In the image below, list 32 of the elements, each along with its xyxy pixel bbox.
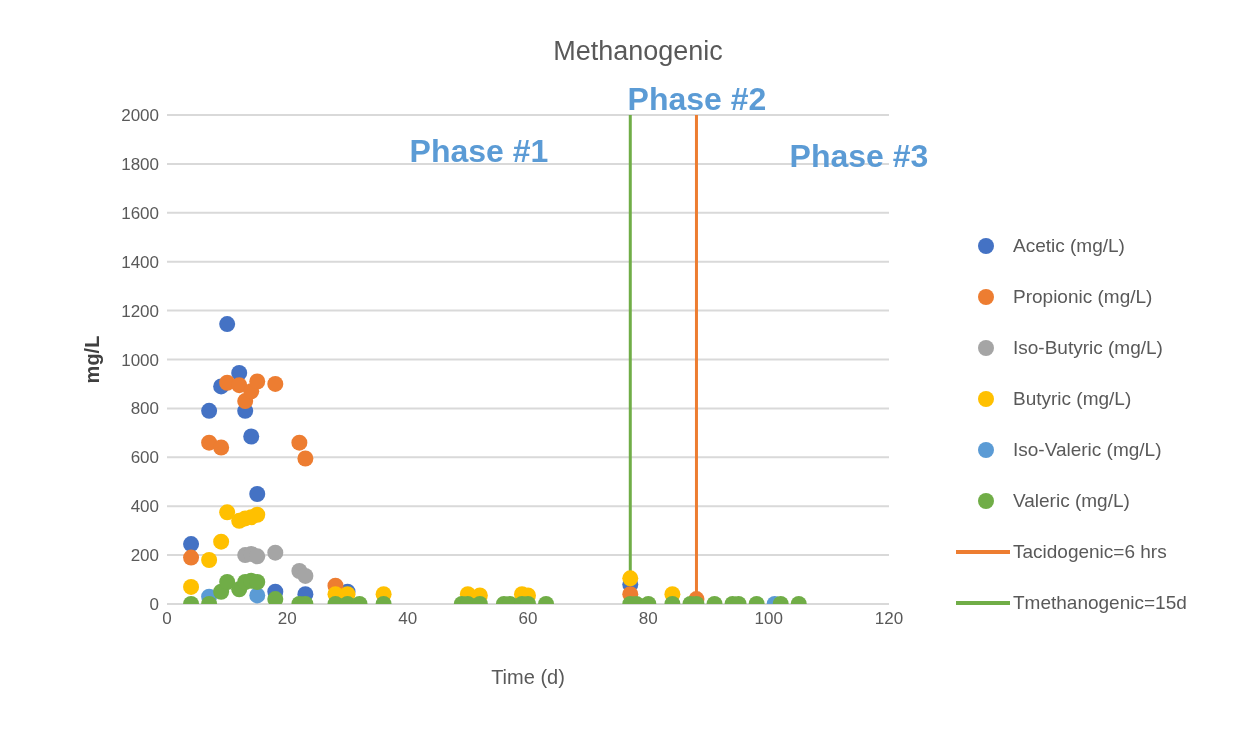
x-tick-label: 20 [277,609,297,629]
legend-label: Iso-Butyric (mg/L) [1013,336,1163,359]
legend-label: Tmethanogenic=15d [1013,591,1187,614]
y-tick-label: 1000 [121,350,159,370]
y-tick-label: 2000 [121,106,159,126]
y-tick-label: 400 [130,497,159,517]
y-tick-label: 200 [130,546,159,566]
legend-label: Valeric (mg/L) [1013,489,1130,512]
y-tick-label: 1800 [121,154,159,174]
x-tick-label: 60 [518,609,538,629]
legend-label: Iso-Valeric (mg/L) [1013,438,1162,461]
y-tick-label: 600 [130,448,159,468]
legend-label: Acetic (mg/L) [1013,234,1125,257]
annotation: Phase #1 [408,133,550,170]
x-tick-label: 120 [874,609,904,629]
chart-title: Methanogenic [552,36,724,67]
y-tick-label: 800 [130,399,159,419]
legend-label: Propionic (mg/L) [1013,285,1153,308]
y-tick-label: 0 [149,595,159,615]
y-tick-label: 1200 [121,301,159,321]
legend-label: Butyric (mg/L) [1013,387,1132,410]
y-tick-label: 1600 [121,203,159,223]
x-axis-title: Time (d) [491,666,565,689]
y-axis-title: mg/L [81,335,104,384]
y-tick-label: 1400 [121,252,159,272]
legend-label: Tacidogenic=6 hrs [1013,540,1167,563]
x-tick-label: 0 [162,609,172,629]
x-tick-label: 100 [754,609,783,629]
x-tick-label: 40 [398,609,418,629]
annotation: Phase #2 [626,81,768,118]
annotation: Phase #3 [788,138,930,175]
x-tick-label: 80 [638,609,658,629]
